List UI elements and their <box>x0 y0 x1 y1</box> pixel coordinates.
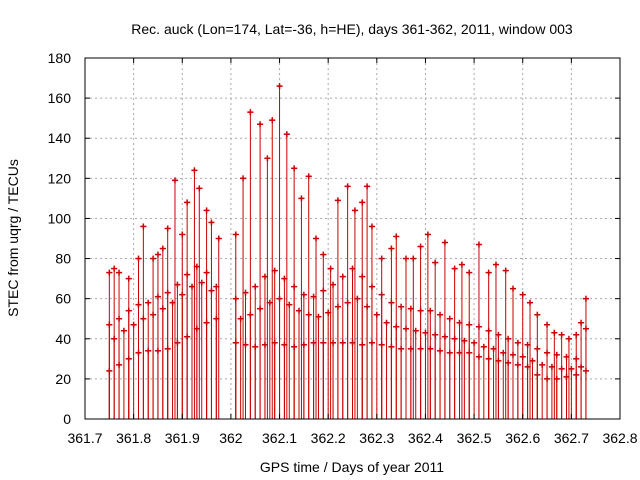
x-tick-label: 362 <box>219 430 243 446</box>
y-tick-label: 160 <box>48 90 72 106</box>
x-tick-label: 362.7 <box>554 430 589 446</box>
y-tick-label: 20 <box>55 371 71 387</box>
y-tick-label: 40 <box>55 331 71 347</box>
y-tick-label: 140 <box>48 130 72 146</box>
axis-ticks: 361.7 361.8 361.9 362 362.1 362.2 362.3 362.4 36… <box>48 50 638 446</box>
error-bars <box>106 83 589 419</box>
x-tick-label: 361.7 <box>67 430 102 446</box>
y-tick-label: 120 <box>48 170 72 186</box>
y-tick-label: 180 <box>48 50 72 66</box>
y-tick-label: 80 <box>55 251 71 267</box>
chart-title: Rec. auck (Lon=174, Lat=-36, h=HE), days… <box>131 21 573 37</box>
y-tick-label: 100 <box>48 210 72 226</box>
x-tick-label: 361.8 <box>116 430 151 446</box>
grid-lines <box>85 58 620 419</box>
y-tick-label: 60 <box>55 291 71 307</box>
x-axis-label: GPS time / Days of year 2011 <box>260 459 444 475</box>
x-tick-label: 361.9 <box>165 430 200 446</box>
x-tick-label: 362.5 <box>457 430 492 446</box>
x-tick-label: 362.1 <box>262 430 297 446</box>
x-tick-label: 362.4 <box>408 430 443 446</box>
y-tick-label: 0 <box>63 411 71 427</box>
x-tick-label: 362.8 <box>602 430 637 446</box>
x-tick-label: 362.3 <box>359 430 394 446</box>
x-tick-label: 362.2 <box>311 430 346 446</box>
x-tick-label: 362.6 <box>505 430 540 446</box>
plot-frame <box>84 57 621 420</box>
y-axis-label: STEC from uqrg / TECUs <box>5 159 21 317</box>
